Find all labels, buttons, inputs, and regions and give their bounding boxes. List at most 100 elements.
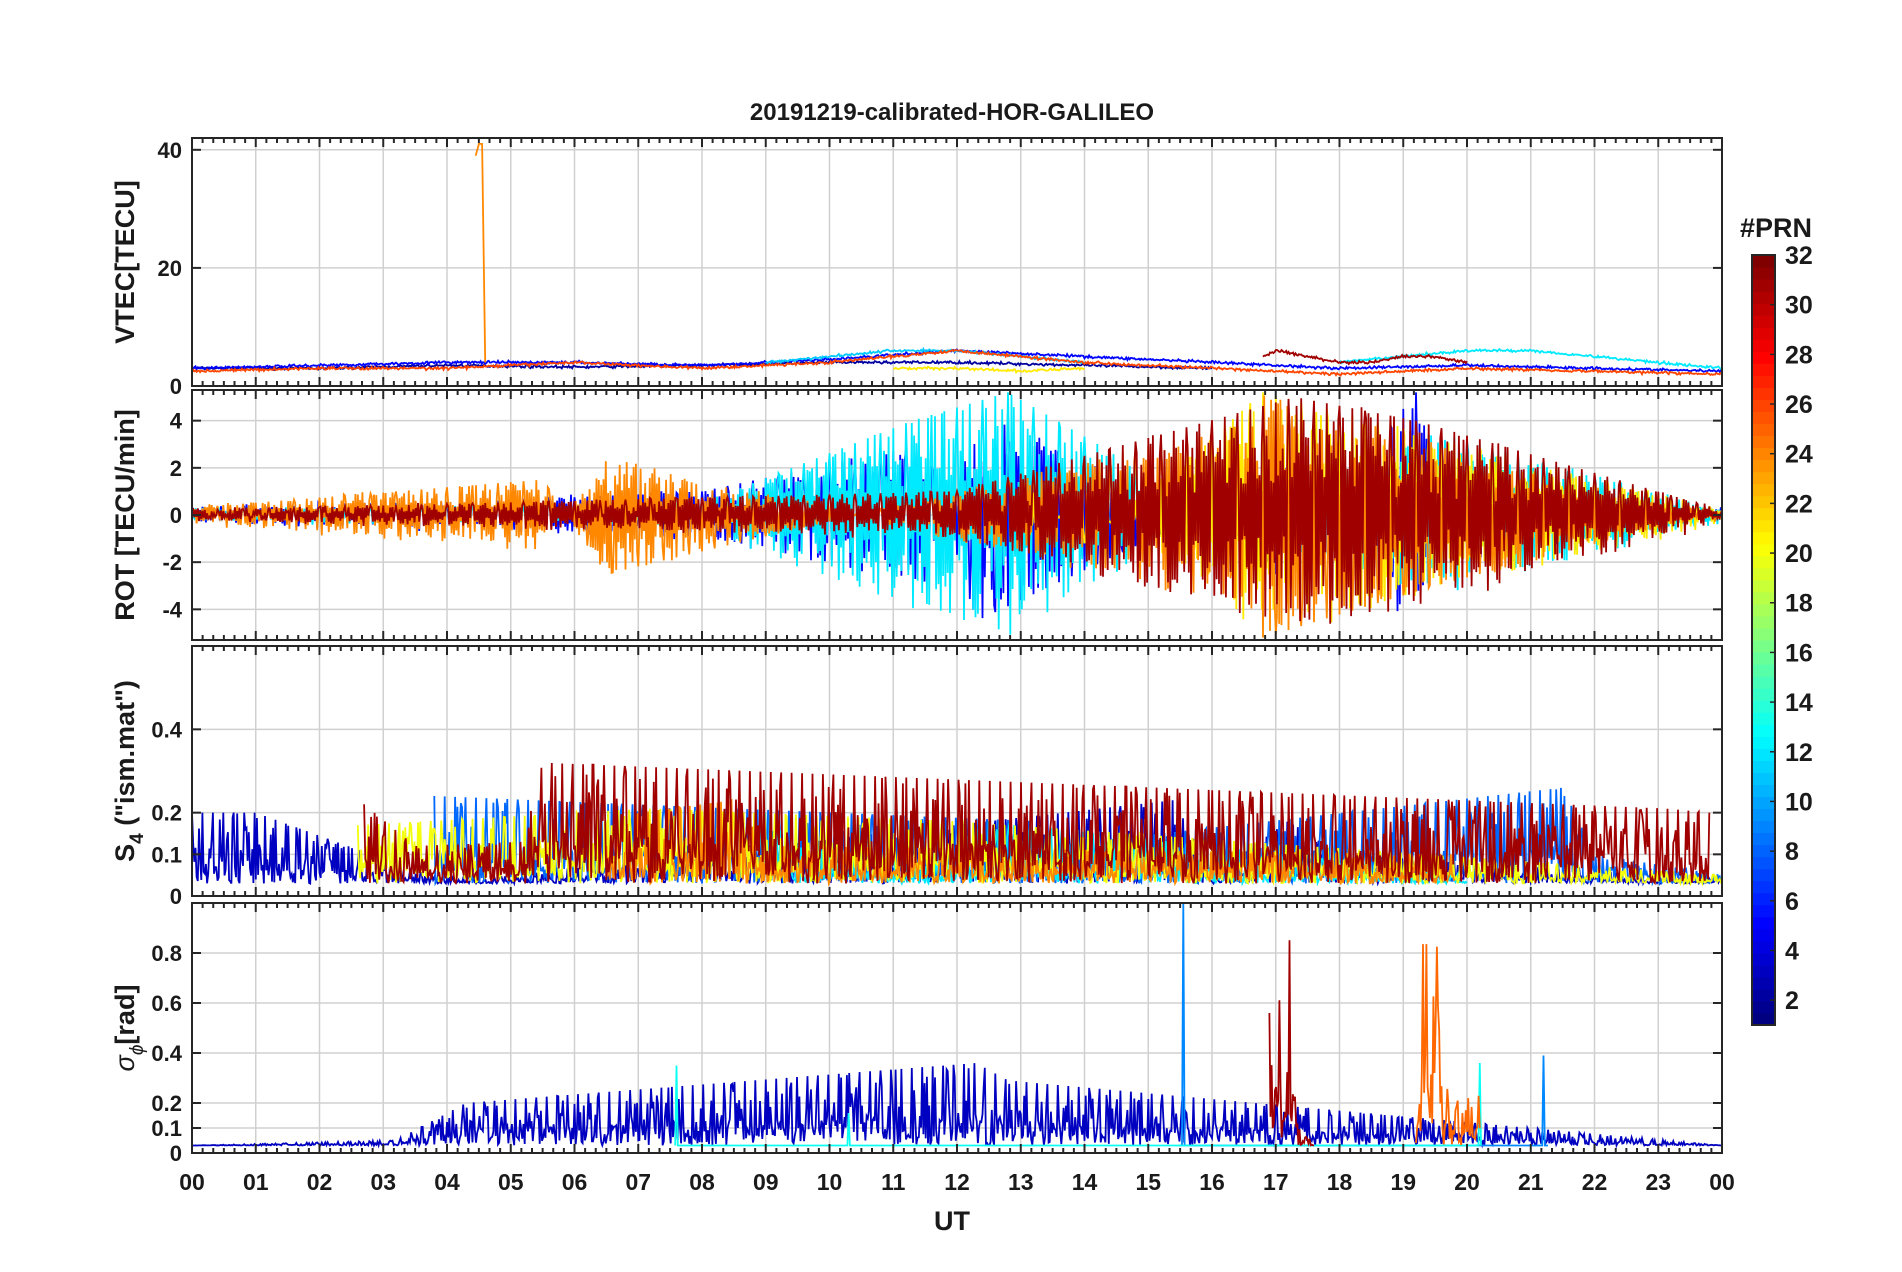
y-tick-label: 0 [170, 1141, 182, 1166]
colorbar-tick-label: 10 [1785, 788, 1813, 816]
colorbar-tick-label: 18 [1785, 590, 1813, 618]
colorbar-tick-label: 6 [1785, 888, 1799, 916]
y-tick-label: 0.2 [151, 801, 182, 826]
colorbar-segment [1752, 315, 1775, 328]
panel-frame [191, 902, 1723, 1154]
colorbar-tick-label: 20 [1785, 540, 1813, 568]
x-tick-label: 06 [562, 1169, 588, 1195]
x-axis-label: UT [934, 1206, 970, 1236]
y-tick-label: 4 [170, 409, 183, 434]
x-tick-label: 08 [689, 1169, 715, 1195]
colorbar-segment [1752, 615, 1775, 629]
colorbar-segment [1752, 531, 1775, 545]
colorbar-segment [1752, 724, 1775, 737]
colorbar-segment [1752, 916, 1775, 930]
grid [192, 903, 1722, 1153]
colorbar-segment [1752, 507, 1775, 521]
colorbar-segment [1752, 928, 1775, 942]
colorbar-segment [1752, 411, 1775, 425]
colorbar-segment [1752, 291, 1775, 304]
series-prn-24 [474, 143, 487, 363]
grid [192, 138, 1722, 386]
y-tick-label: 0.1 [151, 1116, 182, 1141]
colorbar-segment [1752, 820, 1775, 834]
y-tick-label: 0.6 [151, 991, 182, 1016]
colorbar-segment [1752, 676, 1775, 689]
colorbar-segment [1752, 796, 1775, 810]
colorbar-segment [1752, 423, 1775, 437]
colorbar-segment [1752, 363, 1775, 376]
y-tick-label: 0 [170, 503, 182, 528]
colorbar-segment [1752, 1000, 1775, 1014]
colorbar-segment [1752, 808, 1775, 822]
y-tick-label: 20 [158, 256, 182, 281]
panel-1: 0 20 40 VTEC[TECU] [110, 137, 1723, 399]
colorbar-tick-label: 4 [1785, 937, 1799, 965]
colorbar-segment [1752, 700, 1775, 713]
colorbar-segment [1752, 784, 1775, 798]
traces [192, 392, 1722, 638]
colorbar-segment [1752, 772, 1775, 785]
colorbar-tick-label: 24 [1785, 441, 1813, 469]
colorbar-segment [1752, 736, 1775, 749]
colorbar-segment [1752, 688, 1775, 701]
series-prn-25 [1415, 944, 1481, 1146]
series-prn-21 [893, 365, 1085, 375]
colorbar-tick-label: 22 [1785, 490, 1813, 518]
colorbar-segment [1752, 471, 1775, 485]
colorbar-segment [1752, 712, 1775, 725]
y-tick-label: 0.4 [151, 1041, 182, 1066]
colorbar-tick-label: 26 [1785, 391, 1813, 419]
colorbar-segment [1752, 375, 1775, 388]
colorbar-tick-label: 14 [1785, 689, 1813, 717]
y-tick-label: 0 [170, 374, 182, 399]
x-tick-label: 07 [625, 1169, 651, 1195]
colorbar-segment [1752, 868, 1775, 882]
colorbar-segment [1752, 603, 1775, 617]
colorbar-tick-label: 32 [1785, 242, 1813, 270]
x-tick-label: 18 [1327, 1169, 1353, 1195]
colorbar-segment [1752, 327, 1775, 340]
y-axis-label: S4 ("ism.mat") [110, 680, 148, 862]
colorbar-segment [1752, 940, 1775, 954]
y-axis-label: ROT [TECU/min] [110, 409, 140, 620]
colorbar-segment [1752, 832, 1775, 846]
x-axis: 00 01 02 03 04 05 06 07 08 09 10 11 12 13 14 15 16 17 18 19… [179, 1169, 1735, 1195]
y-tick-label: 0 [170, 884, 182, 909]
y-tick-label: 0.2 [151, 1091, 182, 1116]
colorbar-segment [1752, 952, 1775, 966]
colorbar-segment [1752, 279, 1775, 292]
colorbar-segment [1752, 904, 1775, 918]
colorbar-segment [1752, 267, 1775, 280]
colorbar-segment [1752, 447, 1775, 461]
panel-3: 0 0.1 0.2 0.4S4 ("ism.mat") [110, 645, 1723, 909]
y-tick-label: -4 [162, 597, 182, 622]
x-tick-label: 11 [881, 1169, 906, 1195]
y-axis-label: σϕ[rad] [110, 985, 148, 1072]
colorbar-segment [1752, 856, 1775, 870]
x-tick-label: 13 [1008, 1169, 1034, 1195]
x-tick-label: 10 [817, 1169, 843, 1195]
series-prn-13 [674, 1062, 1482, 1147]
colorbar-tick-label: 2 [1785, 987, 1799, 1015]
colorbar-segment [1752, 339, 1775, 352]
colorbar-tick-label: 12 [1785, 739, 1813, 767]
traces [192, 762, 1722, 887]
colorbar-segment [1752, 303, 1775, 316]
colorbar-tick-label: 30 [1785, 292, 1813, 320]
series-prn-31 [192, 398, 1722, 624]
series-prn-31 [1262, 348, 1468, 366]
colorbar-segment [1752, 435, 1775, 449]
colorbar-segment [1752, 844, 1775, 858]
x-tick-label: 01 [243, 1169, 269, 1195]
colorbar-segment [1752, 543, 1775, 557]
chart-title: 20191219-calibrated-HOR-GALILEO [750, 99, 1154, 126]
x-tick-label: 03 [370, 1169, 396, 1195]
colorbar-segment [1752, 399, 1775, 413]
x-tick-label: 23 [1645, 1169, 1671, 1195]
series-prn-31 [363, 762, 1711, 886]
y-axis-label: VTEC[TECU] [110, 180, 140, 344]
